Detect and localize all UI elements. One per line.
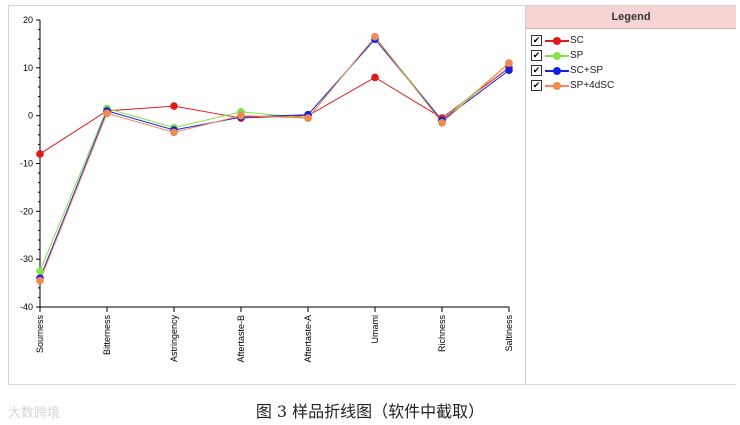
y-tick-label: -20 bbox=[20, 206, 33, 216]
legend-list: ✔ SC ✔ SP ✔ bbox=[526, 29, 736, 93]
data-point-SC bbox=[36, 150, 44, 158]
y-tick-label: 0 bbox=[28, 111, 33, 121]
data-point-SC+SP bbox=[505, 66, 513, 75]
legend-label-sp-4dsc: SP+4dSC bbox=[570, 80, 615, 91]
series-line-SC+SP bbox=[39, 38, 510, 279]
x-tick-label: Umami bbox=[370, 315, 380, 344]
y-tick-label: -30 bbox=[20, 254, 33, 264]
data-point-SC bbox=[371, 73, 379, 82]
legend-dot-sp-4dsc-icon bbox=[553, 81, 561, 90]
data-point-SP+4dSC bbox=[304, 114, 312, 122]
x-tick-label: Bitterness bbox=[102, 315, 112, 356]
legend-swatch-sp-4dsc bbox=[545, 81, 569, 90]
watermark: 大数跨境 bbox=[8, 406, 61, 421]
legend-dot-sc-sp-icon bbox=[553, 66, 561, 75]
x-tick-label: Astringency bbox=[169, 315, 179, 363]
x-tick-label: Aftertaste-A bbox=[303, 315, 313, 363]
legend-dot-sc-icon bbox=[553, 36, 561, 45]
legend-swatch-sc bbox=[545, 36, 569, 45]
plot-area: 20 10 0 -10 -20 -30 -40 Sourness Bitterness Astri… bbox=[9, 6, 525, 384]
data-point-SP+4dSC bbox=[103, 109, 111, 118]
legend-panel: Legend ✔ SC ✔ SP ✔ bbox=[525, 6, 736, 384]
legend-label-sp: SP bbox=[570, 50, 584, 61]
legend-item-sp[interactable]: ✔ SP bbox=[526, 48, 736, 63]
data-point-SP+4dSC bbox=[505, 59, 513, 67]
data-point-SP bbox=[36, 267, 44, 275]
legend-label-sc-sp: SC+SP bbox=[570, 65, 604, 76]
legend-item-sc-sp[interactable]: ✔ SC+SP bbox=[526, 63, 736, 78]
legend-checkbox-sc[interactable]: ✔ bbox=[531, 35, 542, 46]
x-tick-label: Sourness bbox=[35, 315, 45, 354]
data-point-SC bbox=[170, 102, 178, 110]
series-line-SP+4dSC bbox=[39, 35, 510, 281]
legend-title: Legend bbox=[526, 6, 736, 29]
x-tick-label: Saltiness bbox=[504, 315, 514, 352]
x-tick-label: Aftertaste-B bbox=[236, 315, 246, 363]
legend-checkbox-sp-4dsc[interactable]: ✔ bbox=[531, 80, 542, 91]
data-point-SP+4dSC bbox=[237, 111, 245, 120]
legend-swatch-sp bbox=[545, 51, 569, 60]
chart-panel: 20 10 0 -10 -20 -30 -40 Sourness Bitterness Astri… bbox=[8, 5, 736, 385]
legend-checkbox-sp[interactable]: ✔ bbox=[531, 50, 542, 61]
legend-swatch-sc-sp bbox=[545, 66, 569, 75]
data-point-SP+4dSC bbox=[36, 276, 44, 285]
x-tick-label: Richness bbox=[437, 315, 447, 353]
data-point-SP+4dSC bbox=[371, 32, 379, 41]
y-tick-label: 10 bbox=[23, 63, 33, 73]
y-tick-label: -10 bbox=[20, 159, 33, 169]
y-tick-label: 20 bbox=[23, 15, 33, 25]
y-tick-label: -40 bbox=[20, 302, 33, 312]
data-point-SP+4dSC bbox=[170, 128, 178, 137]
legend-checkbox-sc-sp[interactable]: ✔ bbox=[531, 65, 542, 76]
legend-label-sc: SC bbox=[570, 35, 584, 46]
figure-caption: 图 3 样品折线图（软件中截取） bbox=[255, 402, 485, 421]
legend-item-sp-4dsc[interactable]: ✔ SP+4dSC bbox=[526, 78, 736, 93]
legend-item-sc[interactable]: ✔ SC bbox=[526, 33, 736, 48]
data-point-SP+4dSC bbox=[438, 119, 446, 127]
legend-dot-sp-icon bbox=[553, 51, 561, 60]
series-line-SP bbox=[39, 35, 510, 272]
